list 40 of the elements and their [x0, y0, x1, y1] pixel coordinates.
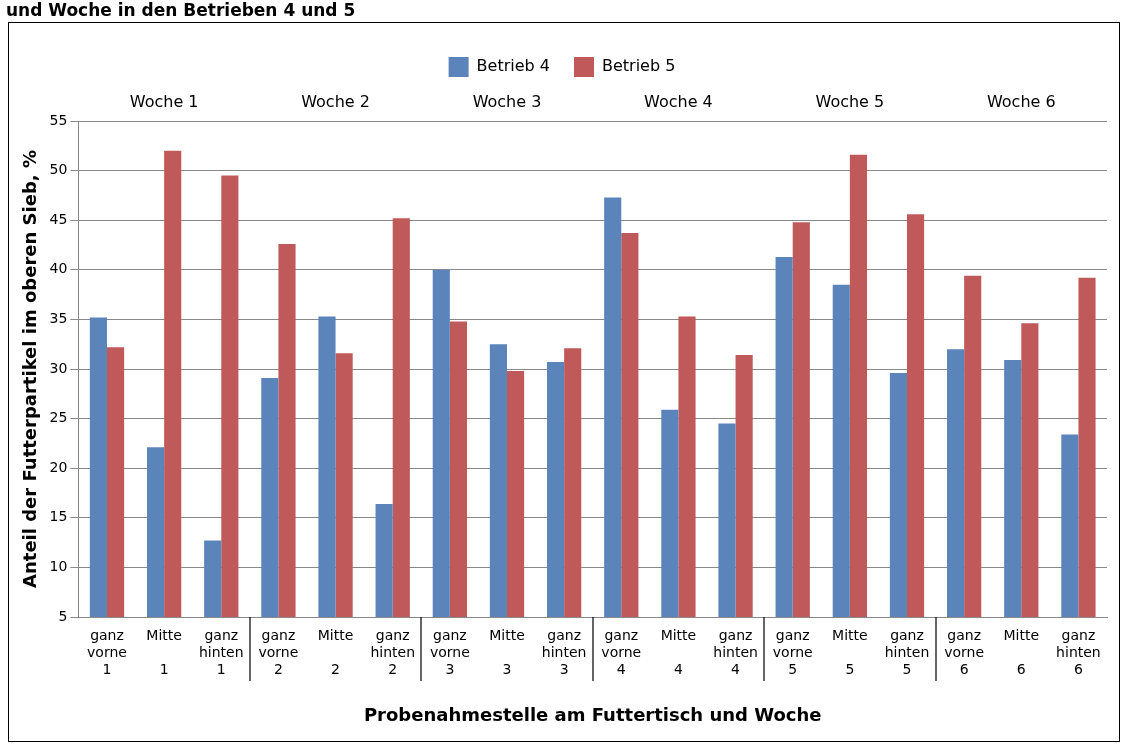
x-tick-label: ganz vorne 2 — [258, 627, 299, 677]
x-tick-label: ganz vorne 6 — [944, 627, 985, 677]
x-tick-label: ganz hinten 6 — [1056, 627, 1101, 677]
text: Woche 2 — [301, 92, 370, 112]
category-label: Mitte 5 — [832, 627, 868, 677]
x-tick-label: ganz hinten 5 — [884, 627, 930, 677]
text: Woche 6 — [986, 92, 1056, 112]
y-tick-label: 20 — [49, 458, 68, 475]
legend-label: Betrieb 5 — [602, 56, 676, 76]
x-tick-label: ganz hinten 4 — [713, 627, 758, 677]
x-tick-label: ganz hinten 3 — [541, 627, 587, 677]
y-tick-label: 55 — [49, 111, 68, 128]
text: Woche 4 — [644, 92, 713, 112]
y-tick-label: 35 — [49, 310, 68, 327]
category-label: Mitte 4 — [660, 627, 697, 677]
y-tick-label: 40 — [49, 260, 68, 277]
category-label: Mitte 6 — [1003, 627, 1040, 677]
y-tick-label: 30 — [49, 359, 68, 376]
x-tick-label: ganz vorne 5 — [772, 627, 813, 677]
y-tick-label: 50 — [49, 161, 68, 178]
category-label: Mitte 1 — [146, 627, 182, 677]
x-tick-label: ganz vorne 1 — [87, 627, 127, 677]
x-tick-label: ganz hinten 1 — [198, 627, 244, 677]
x-axis-title: Probenahmestelle am Futtertisch und Woche — [363, 703, 822, 725]
category-label: Mitte 2 — [317, 627, 354, 677]
text: Woche 3 — [472, 92, 542, 112]
x-tick-label: ganz vorne 4 — [601, 627, 642, 677]
chart-title: und Woche in den Betrieben 4 und 5 — [6, 0, 356, 20]
y-tick-label: 10 — [49, 558, 68, 575]
y-tick-label: 5 — [58, 607, 68, 624]
y-tick-label: 15 — [49, 508, 68, 525]
x-tick-label: ganz vorne 3 — [429, 627, 470, 677]
y-axis-title: Anteil der Futterpartikel im oberen Sieb, % — [19, 150, 41, 588]
y-tick-label: 45 — [49, 210, 68, 227]
text: Woche 5 — [815, 92, 885, 112]
category-label: Mitte 3 — [489, 627, 525, 677]
text: Woche 1 — [129, 92, 199, 112]
y-tick-label: 25 — [49, 409, 68, 426]
x-tick-label: ganz hinten 2 — [370, 627, 416, 677]
legend-label: Betrieb 4 — [476, 56, 551, 76]
